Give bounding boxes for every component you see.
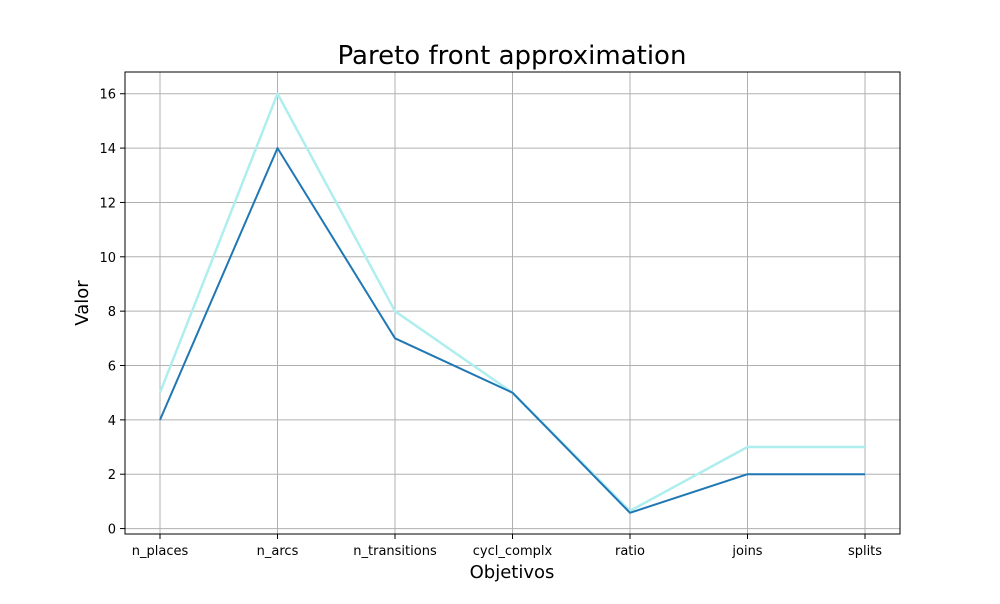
tick-layer: n_places n_arcs n_transitions cycl_complx ra… [99,88,882,559]
x-axis-label: Objetivos [470,562,555,583]
y-tick-label: 12 [99,196,116,211]
y-tick-label: 16 [99,88,116,103]
x-tick-label: ratio [615,544,645,559]
y-tick-label: 2 [108,468,116,483]
x-tick-label: joins [731,544,762,559]
x-tick-label: n_transitions [353,544,437,559]
chart-title: Pareto front approximation [338,41,687,71]
y-tick-label: 8 [108,305,116,320]
y-tick-label: 14 [99,142,116,157]
y-tick-label: 4 [108,414,116,429]
series-line-2 [159,147,865,514]
y-tick-label: 6 [108,360,116,375]
series-layer [158,92,865,514]
grid-layer [125,72,900,534]
y-tick-label: 10 [99,251,116,266]
x-tick-label: splits [848,544,882,559]
y-axis-label: Valor [72,280,93,326]
x-tick-label: n_arcs [257,544,299,559]
x-tick-label: cycl_complx [473,544,553,559]
x-tick-label: n_places [132,544,189,559]
y-tick-label: 0 [108,523,116,538]
